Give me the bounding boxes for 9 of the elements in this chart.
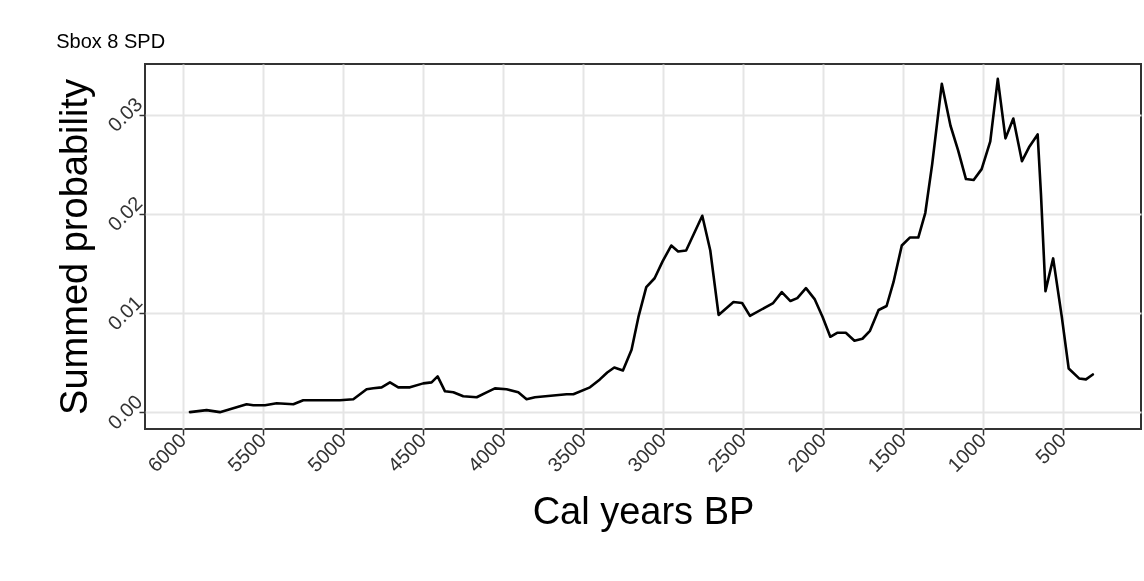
y-tick-label: 0.01 [103, 291, 147, 335]
chart-title: Sbox 8 SPD [56, 30, 166, 52]
x-axis-title: Cal years BP [532, 490, 755, 533]
y-tick-label: 0.00 [103, 390, 147, 434]
y-axis-title: Summed probability [52, 79, 95, 415]
y-tick-label: 0.03 [103, 92, 147, 136]
line-series [188, 77, 1095, 414]
y-tick-label: 0.02 [103, 192, 147, 236]
x-tick-label: 500 [1031, 429, 1071, 469]
